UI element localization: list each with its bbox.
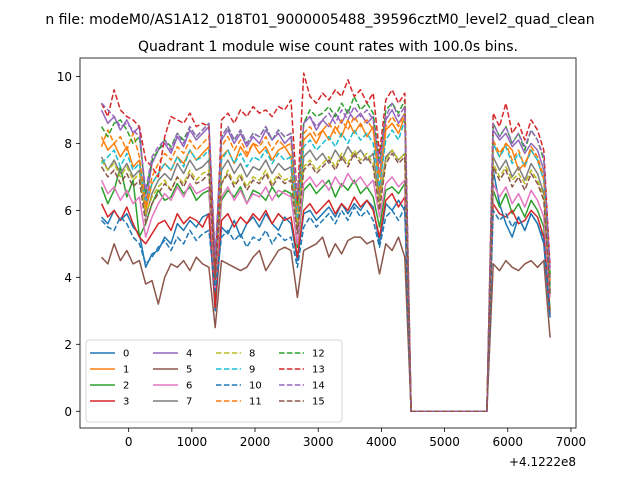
legend-label-15: 15 <box>312 397 325 408</box>
legend-label-0: 0 <box>123 349 129 360</box>
series-line-9 <box>100 119 551 413</box>
legend-label-8: 8 <box>249 349 255 360</box>
legend-label-11: 11 <box>249 397 262 408</box>
legend-label-3: 3 <box>123 397 129 408</box>
legend-label-13: 13 <box>312 365 325 376</box>
legend-label-4: 4 <box>186 349 192 360</box>
y-tick-label: 8 <box>64 137 72 151</box>
y-tick-label: 6 <box>64 204 72 218</box>
legend-label-7: 7 <box>186 397 192 408</box>
y-tick-label: 10 <box>57 70 72 84</box>
legend-label-14: 14 <box>312 381 325 392</box>
series-line-15 <box>100 152 551 413</box>
x-tick-label: 2000 <box>240 435 271 449</box>
x-axis: 0 1000 2000 3000 4000 5000 6000 7000 <box>125 428 586 449</box>
x-tick-label: 5000 <box>429 435 460 449</box>
y-tick-label: 4 <box>64 271 72 285</box>
series-line-14 <box>100 102 551 413</box>
y-tick-label: 0 <box>64 405 72 419</box>
legend-label-5: 5 <box>186 365 192 376</box>
legend-label-9: 9 <box>249 365 255 376</box>
legend-label-1: 1 <box>123 365 129 376</box>
plot-lines <box>100 72 551 413</box>
legend-label-10: 10 <box>249 381 262 392</box>
y-tick-label: 2 <box>64 338 72 352</box>
series-line-10 <box>100 206 551 413</box>
x-tick-label: 1000 <box>177 435 208 449</box>
x-tick-label: 0 <box>125 435 133 449</box>
legend-label-2: 2 <box>123 381 129 392</box>
y-axis: 0 2 4 6 8 10 <box>57 70 80 419</box>
x-tick-label: 4000 <box>366 435 397 449</box>
chart-title: Quadrant 1 module wise count rates with … <box>138 39 518 55</box>
x-axis-offset-label: +4.1222e8 <box>509 455 576 469</box>
x-tick-label: 7000 <box>556 435 587 449</box>
axes-frame <box>79 57 577 429</box>
figure-suptitle: n file: modeM0/AS1A12_018T01_9000005488_… <box>45 12 594 28</box>
x-tick-label: 6000 <box>492 435 523 449</box>
legend-label-12: 12 <box>312 349 325 360</box>
legend-box <box>85 339 343 423</box>
legend-label-6: 6 <box>186 381 192 392</box>
x-tick-label: 3000 <box>303 435 334 449</box>
